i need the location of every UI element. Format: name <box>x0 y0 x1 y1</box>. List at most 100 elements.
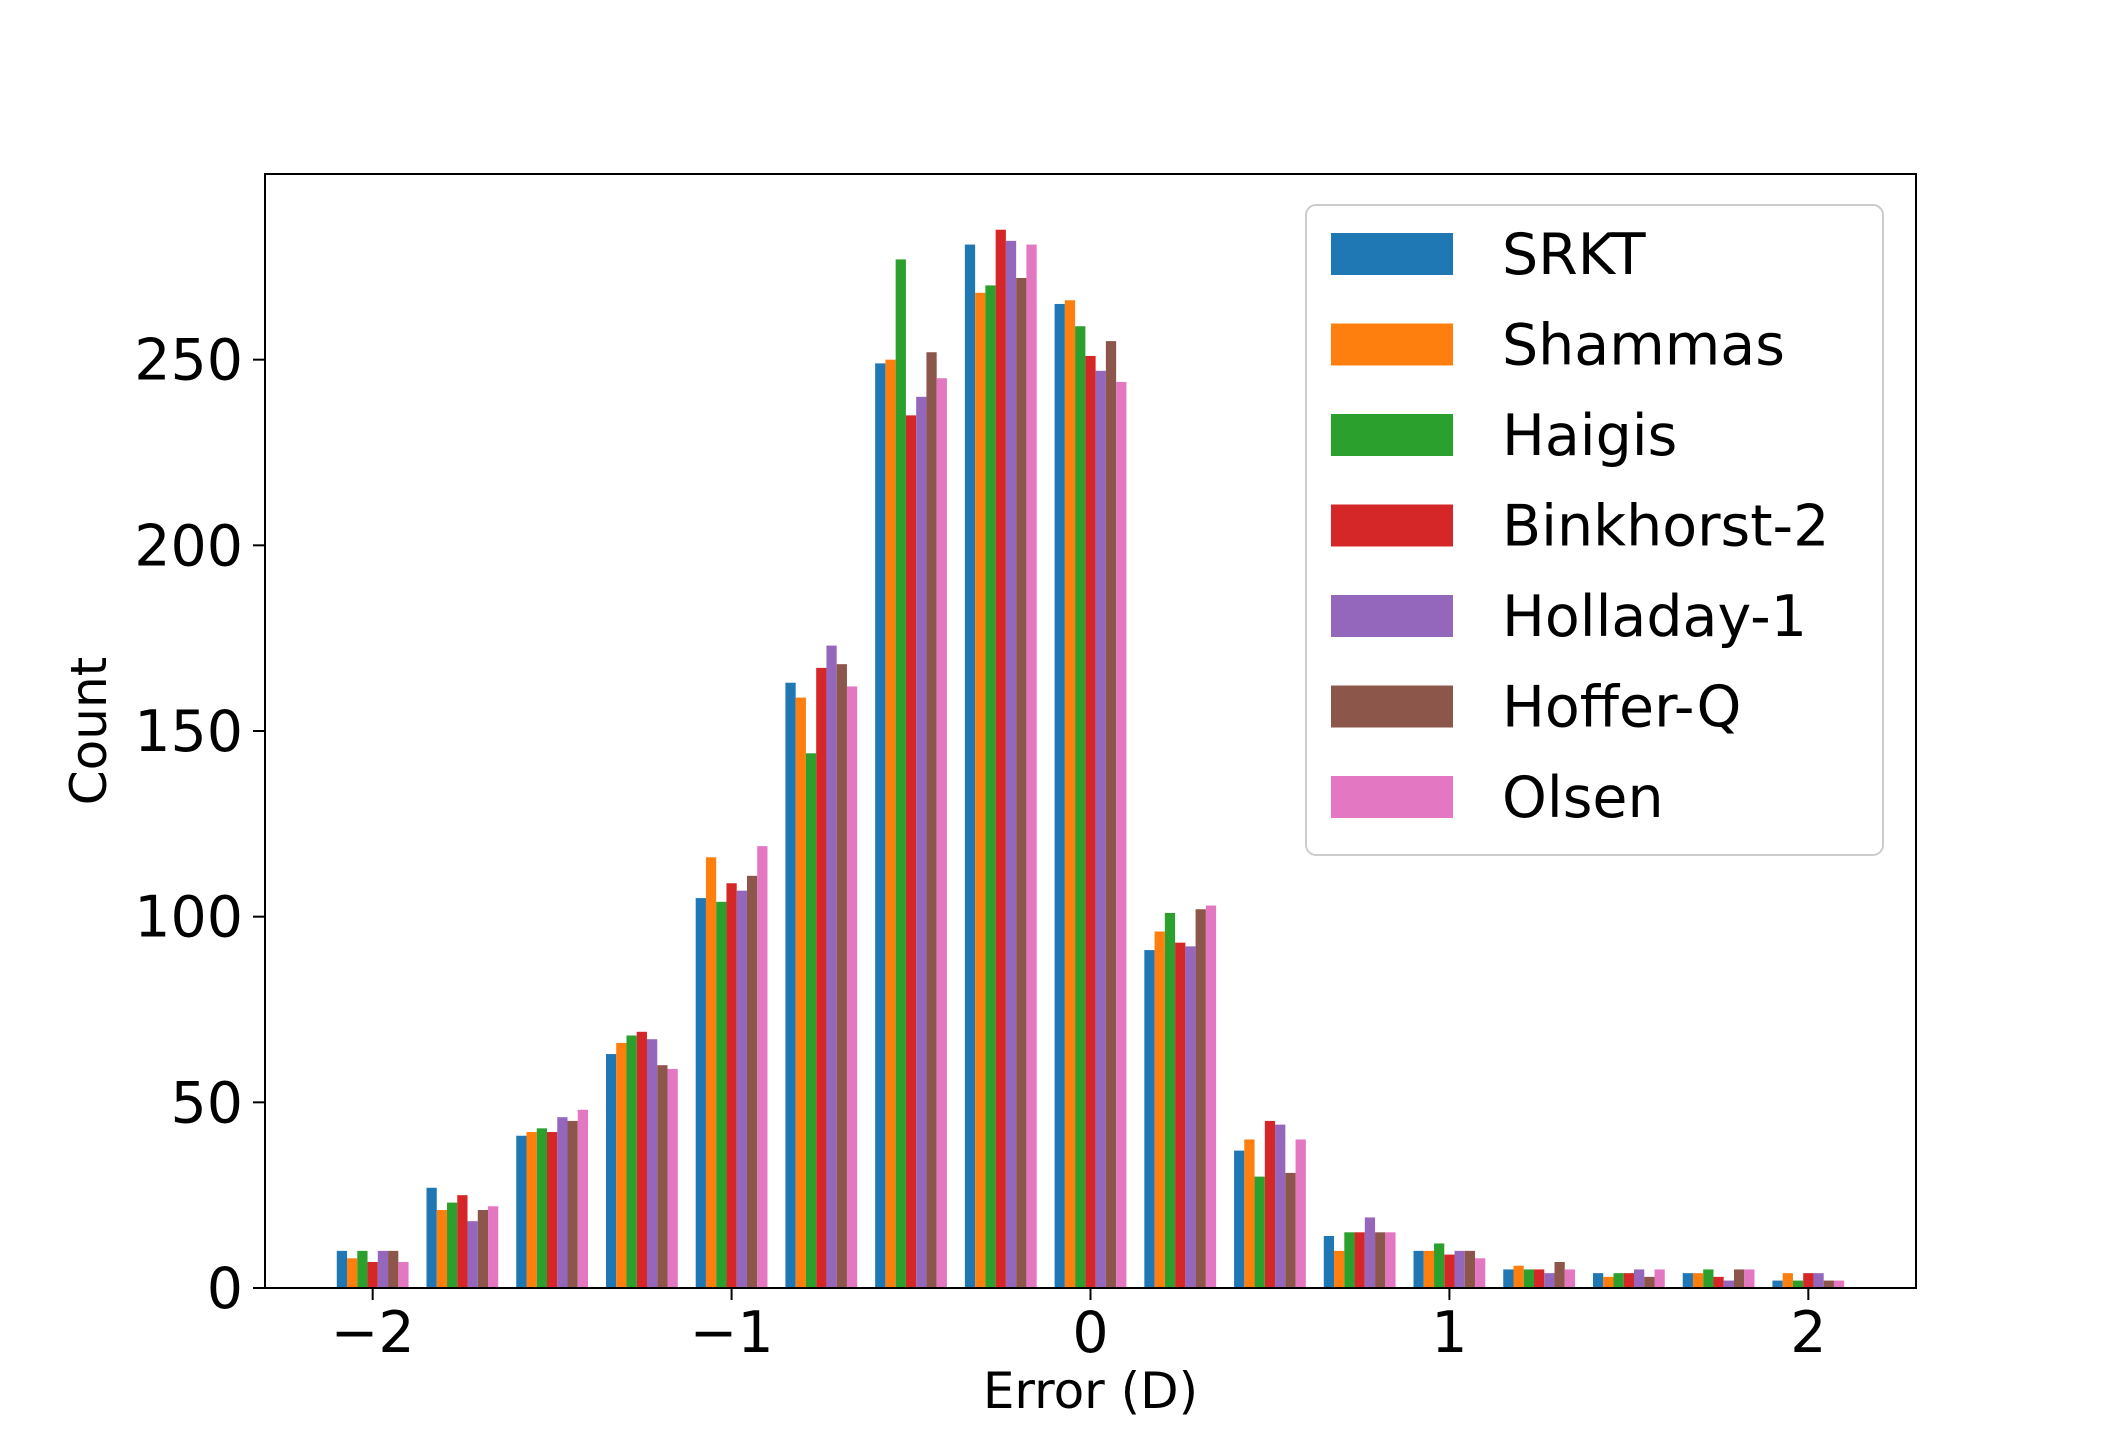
bar-holladay-1-bin-1 <box>467 1221 478 1288</box>
bar-shammas-bin-8 <box>1064 300 1076 1288</box>
bar-olsen-bin-13 <box>1564 1269 1576 1288</box>
bar-binkhorst-2-bin-16 <box>1803 1273 1814 1288</box>
bar-olsen-bin-15 <box>1744 1269 1755 1288</box>
bar-holladay-1-bin-7 <box>1005 240 1017 1289</box>
bar-srkt-bin-3 <box>605 1054 617 1288</box>
bar-haigis-bin-16 <box>1792 1280 1804 1288</box>
bar-holladay-1-bin-13 <box>1544 1273 1555 1288</box>
bar-haigis-bin-14 <box>1613 1273 1624 1288</box>
bar-olsen-bin-8 <box>1116 381 1127 1288</box>
bar-srkt-bin-16 <box>1772 1280 1783 1288</box>
bar-hoffer-q-bin-8 <box>1105 341 1117 1289</box>
legend-label: Haigis <box>1502 403 1677 469</box>
legend-swatch <box>1331 233 1453 275</box>
bar-olsen-bin-14 <box>1654 1269 1665 1288</box>
bar-binkhorst-2-bin-8 <box>1085 355 1096 1288</box>
bar-binkhorst-2-bin-0 <box>367 1262 378 1288</box>
bar-hoffer-q-bin-12 <box>1464 1250 1476 1288</box>
x-tick-label: −2 <box>331 1300 415 1366</box>
legend: SRKT Shammas Haigis Binkhorst-2 Holladay-1 Ho… <box>1305 204 1884 856</box>
bar-shammas-bin-14 <box>1603 1276 1614 1288</box>
bar-haigis-bin-5 <box>805 753 817 1288</box>
bar-hoffer-q-bin-2 <box>567 1120 578 1288</box>
legend-swatch <box>1331 323 1453 366</box>
bar-haigis-bin-0 <box>357 1250 368 1288</box>
bar-holladay-1-bin-10 <box>1275 1124 1286 1288</box>
bar-shammas-bin-16 <box>1782 1273 1793 1288</box>
bar-hoffer-q-bin-14 <box>1644 1276 1655 1288</box>
bar-srkt-bin-10 <box>1234 1150 1245 1288</box>
bar-olsen-bin-12 <box>1475 1258 1486 1288</box>
bar-hoffer-q-bin-4 <box>746 875 758 1288</box>
y-axis-title: Count <box>60 657 118 806</box>
bar-shammas-bin-5 <box>795 697 806 1288</box>
bar-binkhorst-2-bin-6 <box>905 415 917 1288</box>
bar-olsen-bin-16 <box>1833 1280 1845 1288</box>
y-axis: 0 50 100 150 200 250 <box>134 328 265 1322</box>
legend-label: Holladay-1 <box>1502 584 1807 650</box>
bar-haigis-bin-9 <box>1164 912 1176 1288</box>
bar-holladay-1-bin-9 <box>1185 946 1196 1288</box>
bar-holladay-1-bin-0 <box>377 1250 389 1288</box>
bar-srkt-bin-12 <box>1413 1250 1424 1288</box>
y-tick-label: 200 <box>134 513 243 579</box>
bar-haigis-bin-1 <box>447 1202 458 1288</box>
bar-holladay-1-bin-4 <box>736 890 747 1288</box>
bar-shammas-bin-4 <box>705 857 717 1288</box>
bar-binkhorst-2-bin-5 <box>816 667 827 1288</box>
bar-binkhorst-2-bin-1 <box>457 1195 468 1288</box>
bar-holladay-1-bin-14 <box>1634 1269 1645 1288</box>
bar-haigis-bin-3 <box>626 1035 637 1288</box>
legend-swatch <box>1331 685 1453 728</box>
legend-label: SRKT <box>1502 222 1646 288</box>
bar-srkt-bin-14 <box>1592 1273 1604 1288</box>
legend-label: Shammas <box>1502 313 1785 379</box>
bar-holladay-1-bin-15 <box>1723 1280 1734 1288</box>
bar-olsen-bin-5 <box>846 686 858 1288</box>
bar-haigis-bin-11 <box>1344 1232 1355 1288</box>
x-tick-label: 0 <box>1072 1300 1108 1366</box>
bar-srkt-bin-2 <box>516 1135 527 1288</box>
bar-hoffer-q-bin-5 <box>836 664 847 1288</box>
legend-label: Hoffer-Q <box>1502 675 1741 741</box>
bar-holladay-1-bin-5 <box>826 645 837 1288</box>
bar-shammas-bin-13 <box>1513 1265 1524 1288</box>
bar-hoffer-q-bin-16 <box>1823 1280 1834 1288</box>
bar-binkhorst-2-bin-10 <box>1264 1120 1276 1288</box>
bar-hoffer-q-bin-9 <box>1195 909 1206 1288</box>
bar-shammas-bin-3 <box>616 1042 627 1288</box>
bar-hoffer-q-bin-10 <box>1285 1172 1296 1288</box>
bar-srkt-bin-9 <box>1144 950 1155 1288</box>
x-tick-label: 2 <box>1790 1300 1826 1366</box>
bar-hoffer-q-bin-6 <box>926 352 937 1288</box>
bar-olsen-bin-2 <box>577 1109 589 1288</box>
legend-swatch <box>1331 414 1453 456</box>
bar-olsen-bin-9 <box>1205 905 1217 1288</box>
bar-shammas-bin-1 <box>436 1210 448 1288</box>
legend-swatch <box>1331 504 1453 547</box>
bar-holladay-1-bin-12 <box>1454 1250 1465 1288</box>
y-tick-label: 0 <box>207 1256 243 1322</box>
bar-holladay-1-bin-6 <box>916 396 927 1288</box>
legend-label: Binkhorst-2 <box>1502 494 1829 560</box>
bar-shammas-bin-9 <box>1154 931 1165 1288</box>
bar-shammas-bin-10 <box>1244 1139 1255 1288</box>
bar-srkt-bin-11 <box>1323 1236 1335 1288</box>
bar-srkt-bin-13 <box>1503 1269 1514 1288</box>
bar-olsen-bin-3 <box>667 1068 678 1288</box>
bar-group <box>336 229 1845 1289</box>
bar-olsen-bin-1 <box>488 1206 499 1288</box>
bar-haigis-bin-13 <box>1523 1269 1535 1288</box>
bar-shammas-bin-0 <box>347 1258 358 1288</box>
bar-srkt-bin-1 <box>426 1187 437 1288</box>
bar-hoffer-q-bin-11 <box>1375 1232 1386 1288</box>
bar-olsen-bin-4 <box>757 846 768 1288</box>
bar-shammas-bin-15 <box>1692 1273 1704 1288</box>
legend-label: Olsen <box>1502 765 1664 831</box>
bar-haigis-bin-15 <box>1703 1269 1714 1288</box>
x-axis: −2 −1 0 1 2 <box>331 1288 1826 1366</box>
bar-binkhorst-2-bin-2 <box>547 1132 558 1288</box>
bar-binkhorst-2-bin-14 <box>1623 1273 1634 1288</box>
x-tick-label: −1 <box>690 1300 774 1366</box>
bar-binkhorst-2-bin-3 <box>636 1031 647 1288</box>
